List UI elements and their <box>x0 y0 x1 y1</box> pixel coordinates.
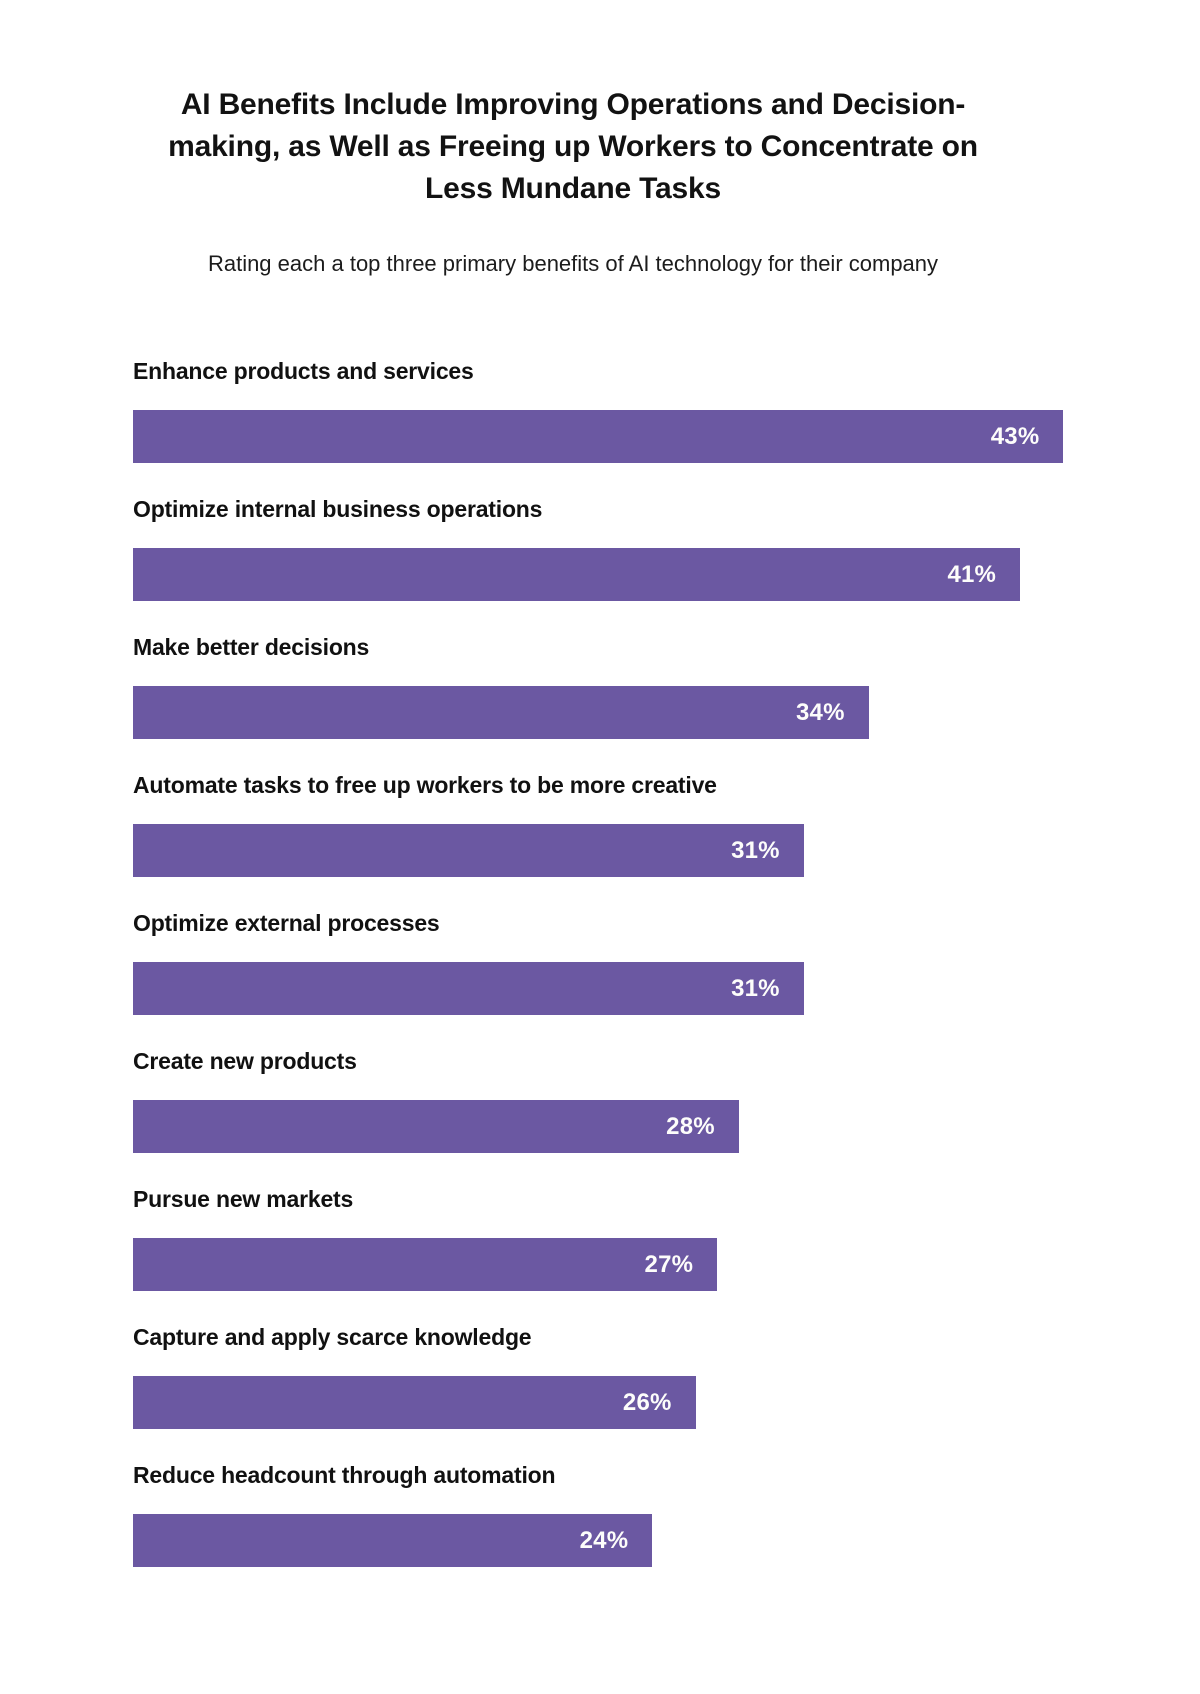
bar-row: Reduce headcount through automation 24% <box>133 1461 1085 1567</box>
bar-row: Optimize internal business operations 41% <box>133 495 1085 601</box>
bar-row: Make better decisions 34% <box>133 633 1085 739</box>
chart-subtitle: Rating each a top three primary benefits… <box>207 251 939 276</box>
bar: 41% <box>133 548 1021 601</box>
bar-category-label: Pursue new markets <box>133 1186 354 1212</box>
bar: 24% <box>133 1514 653 1567</box>
bar-category-label: Capture and apply scarce knowledge <box>133 1324 532 1350</box>
chart-header: AI Benefits Include Improving Operations… <box>133 84 1013 278</box>
bar-value-label: 24% <box>579 1526 629 1554</box>
bar-row: Pursue new markets 27% <box>133 1185 1085 1291</box>
bar-row: Optimize external processes 31% <box>133 909 1085 1015</box>
bar-row: Automate tasks to free up workers to be … <box>133 771 1085 877</box>
bar-category-label: Reduce headcount through automation <box>133 1462 556 1488</box>
bar-chart: Enhance products and services 43% Optimize… <box>133 357 1085 1567</box>
bar: 26% <box>133 1376 696 1429</box>
bar-value-label: 28% <box>666 1112 715 1140</box>
bar-category-label: Optimize external processes <box>133 910 440 936</box>
bar: 28% <box>133 1100 739 1153</box>
chart-title: AI Benefits Include Improving Operations… <box>168 88 978 205</box>
bar-value-label: 34% <box>795 698 845 726</box>
bar-value-label: 43% <box>990 422 1040 450</box>
bar-category-label: Make better decisions <box>133 634 370 660</box>
bar-row: Create new products 28% <box>133 1047 1085 1153</box>
bar: 34% <box>133 686 869 739</box>
bar: 31% <box>133 824 804 877</box>
bar-value-label: 41% <box>947 560 997 588</box>
bar-category-label: Enhance products and services <box>133 358 474 384</box>
bar-value-label: 27% <box>644 1250 694 1278</box>
bar-value-label: 31% <box>731 974 780 1002</box>
bar-category-label: Automate tasks to free up workers to be … <box>133 772 717 798</box>
bar: 31% <box>133 962 804 1015</box>
bar-category-label: Create new products <box>133 1048 357 1074</box>
bar-value-label: 31% <box>731 836 780 864</box>
bar-value-label: 26% <box>622 1388 672 1416</box>
bar-category-label: Optimize internal business operations <box>133 496 543 522</box>
bar: 27% <box>133 1238 718 1291</box>
bar-row: Capture and apply scarce knowledge 26% <box>133 1323 1085 1429</box>
bar-row: Enhance products and services 43% <box>133 357 1085 463</box>
bar: 43% <box>133 410 1064 463</box>
